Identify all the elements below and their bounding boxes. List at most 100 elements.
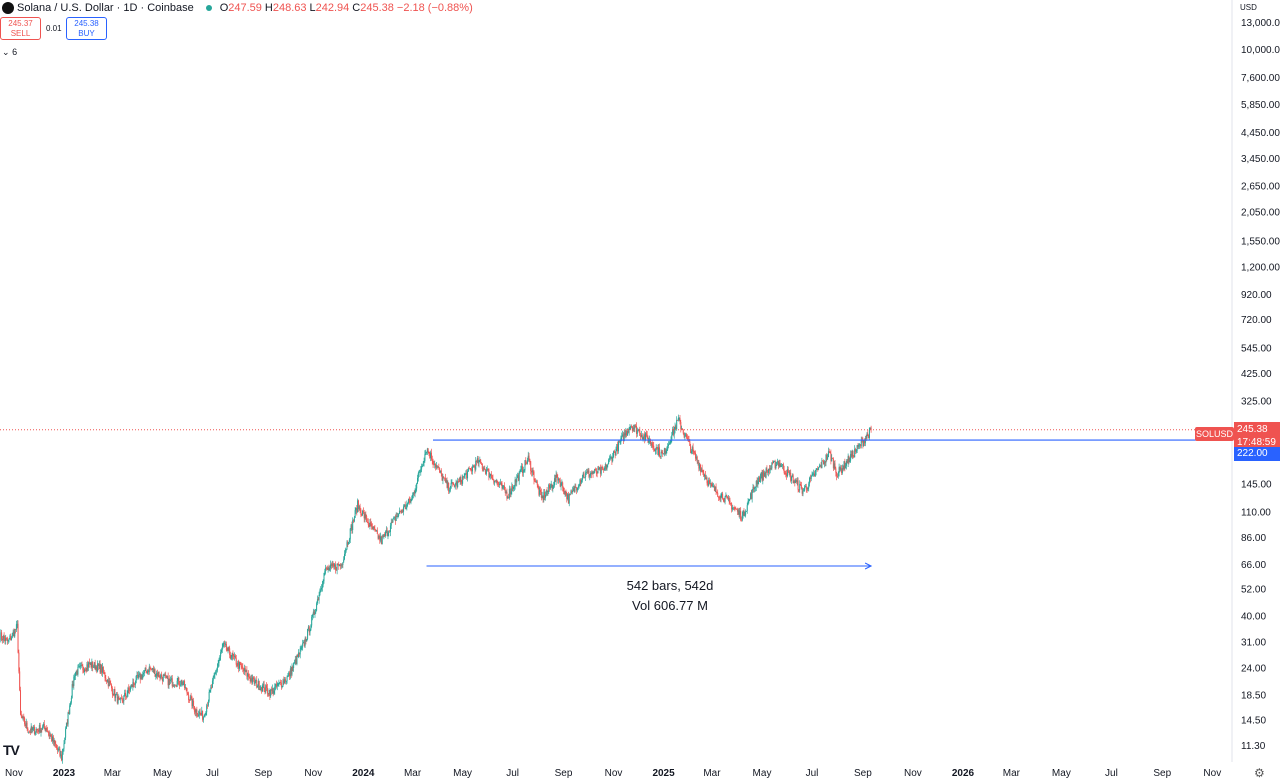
candle-body — [27, 728, 29, 732]
price-axis-labels: 13,000.00 10,000.00 7,600.00 5,850.00 4,450.… — [1240, 3, 1280, 752]
candle-body — [90, 662, 92, 668]
candle-body — [47, 730, 49, 732]
candle-body — [516, 477, 518, 483]
candle-body — [544, 492, 546, 498]
candle-body — [261, 687, 263, 692]
candle-body — [258, 681, 260, 691]
candle-body — [614, 451, 616, 456]
candle-body — [339, 564, 341, 567]
ohlc-change: −2.18 (−0.88%) — [396, 1, 473, 14]
candle-body — [813, 473, 815, 477]
candle-body — [114, 689, 116, 698]
candle-body — [478, 460, 480, 464]
candle-body — [709, 480, 711, 484]
candle-body — [431, 459, 433, 461]
candle-body — [10, 636, 12, 641]
candle-body — [390, 522, 392, 526]
candle-body — [278, 683, 280, 684]
candle-body — [411, 498, 413, 500]
candle-body — [571, 491, 573, 493]
candle-body — [199, 711, 201, 714]
candle-body — [641, 434, 643, 439]
candle-body — [260, 687, 262, 690]
candle-body — [645, 433, 647, 440]
candle-body — [432, 460, 434, 464]
candle-body — [554, 478, 556, 482]
candle-body — [626, 430, 628, 436]
candle-body — [208, 691, 210, 702]
candle-body — [646, 434, 648, 439]
candle-body — [764, 472, 766, 478]
candle-body — [453, 484, 455, 488]
candle-body — [526, 460, 528, 464]
indicators-toggle[interactable]: ⌄ 6 — [2, 46, 20, 59]
indicators-count: 6 — [12, 47, 18, 57]
candle-body — [590, 472, 592, 475]
candle-body — [551, 484, 553, 489]
gear-icon[interactable]: ⚙ — [1254, 766, 1265, 780]
candle-body — [414, 490, 416, 494]
candle-body — [177, 677, 179, 681]
candle-body — [228, 647, 230, 649]
candle-body — [189, 696, 191, 701]
candle-body — [170, 678, 172, 680]
candle-body — [835, 468, 837, 473]
candle-body — [633, 427, 635, 429]
candle-body — [286, 676, 288, 682]
time-tick-label: Sep — [854, 768, 872, 779]
measure-volume-label: Vol 606.77 M — [632, 598, 708, 613]
candle-body — [862, 440, 864, 446]
candle-body — [534, 480, 536, 482]
candle-body — [204, 715, 206, 716]
candle-body — [143, 670, 145, 674]
candle-body — [223, 642, 225, 644]
candle-body — [29, 731, 31, 733]
candle-body — [776, 462, 778, 466]
buy-label: BUY — [78, 29, 95, 38]
buy-button[interactable]: 245.38 BUY — [66, 17, 107, 40]
candle-body — [356, 508, 358, 513]
candle-body — [364, 514, 366, 519]
candle-body — [334, 564, 336, 567]
candle-body — [433, 463, 435, 465]
sell-button[interactable]: 245.37 SELL — [0, 17, 41, 40]
candle-body — [700, 468, 702, 472]
candle-body — [579, 480, 581, 486]
candle-body — [508, 488, 510, 498]
candle-body — [658, 447, 660, 457]
candle-body — [102, 667, 104, 673]
market-status-icon — [205, 4, 212, 11]
candle-body — [76, 670, 78, 675]
candle-body — [799, 484, 801, 490]
candle-body — [294, 659, 296, 663]
measure-arrow-head — [864, 562, 873, 570]
candle-body — [658, 447, 660, 455]
candle-body — [367, 521, 369, 525]
candle-body — [454, 484, 456, 488]
candle-body — [147, 670, 149, 673]
price-tick-label: 31.00 — [1241, 637, 1266, 648]
candle-body — [56, 748, 58, 750]
candle-body — [268, 690, 270, 695]
measure-arrow[interactable] — [426, 562, 873, 570]
candle-body — [275, 683, 277, 687]
candle-body — [685, 434, 687, 436]
candle-body — [42, 726, 44, 730]
current-price-tag: 245.38 17:48:59 — [1234, 421, 1280, 450]
candle-body — [213, 675, 215, 677]
candle-body — [672, 429, 674, 436]
candle-body — [340, 564, 342, 566]
candle-body — [36, 728, 38, 730]
symbol-legend[interactable]: Solana / U.S. Dollar · 1D · Coinbase O24… — [0, 0, 473, 15]
candle-body — [214, 673, 216, 676]
candle-body — [859, 444, 861, 445]
candle-body — [319, 590, 321, 596]
candle-body — [346, 542, 348, 550]
candle-body — [253, 678, 255, 684]
candle-body — [728, 497, 730, 501]
candle-body — [595, 469, 597, 473]
candle-body — [853, 456, 855, 458]
candle-body — [198, 711, 200, 715]
candle-body — [444, 477, 446, 479]
